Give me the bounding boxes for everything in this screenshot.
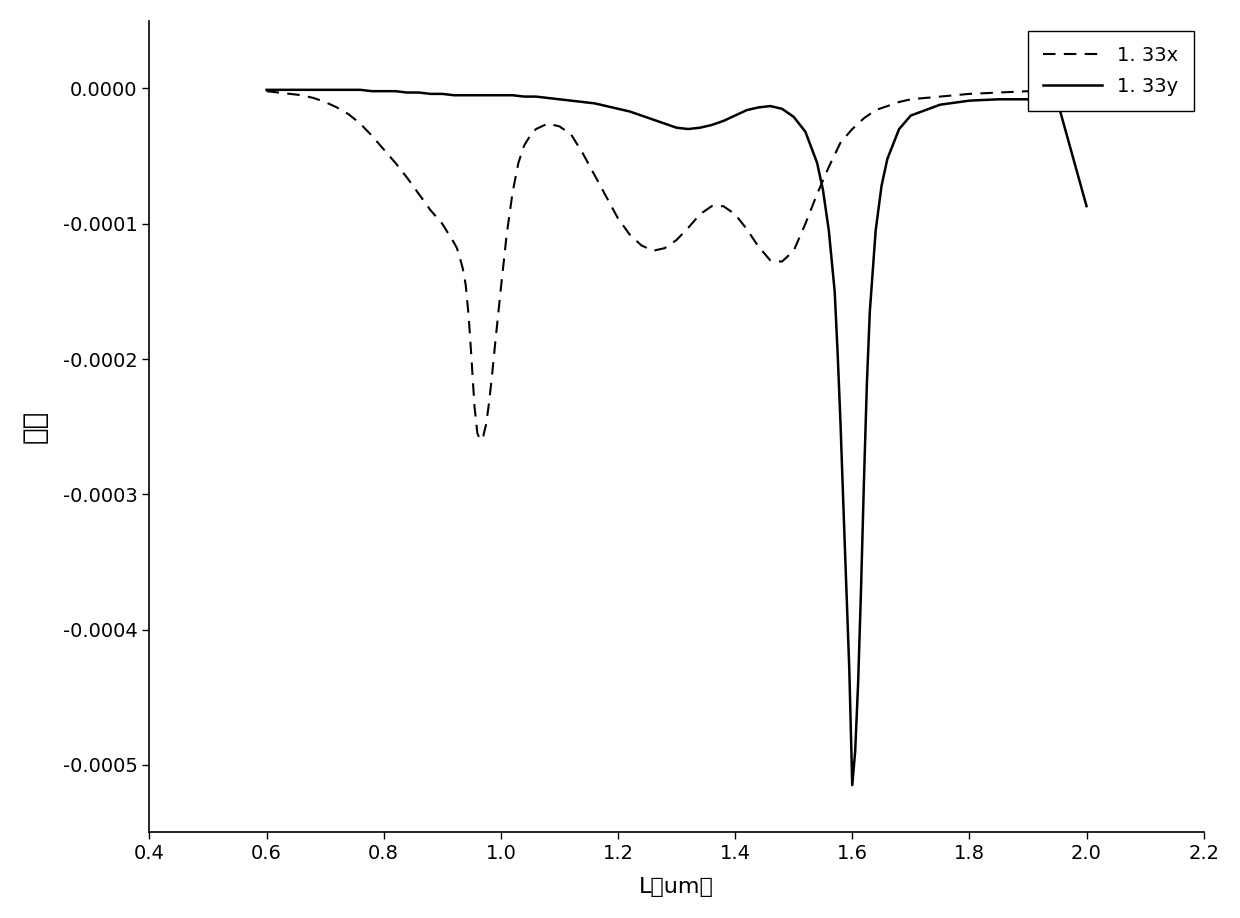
1. 33x xyxy=(587,170,601,181)
1. 33y xyxy=(739,105,754,116)
1. 33y xyxy=(435,88,450,99)
1. 33y xyxy=(844,779,859,790)
Line: 1. 33x: 1. 33x xyxy=(267,90,1086,440)
Line: 1. 33y: 1. 33y xyxy=(267,90,1086,785)
1. 33x xyxy=(470,428,485,439)
1. 33x xyxy=(476,431,491,442)
Y-axis label: 虚部: 虚部 xyxy=(21,410,48,443)
X-axis label: L（um）: L（um） xyxy=(639,878,714,897)
1. 33y xyxy=(446,90,461,101)
1. 33x xyxy=(259,85,274,96)
1. 33x xyxy=(494,283,508,294)
1. 33x xyxy=(1079,84,1094,95)
1. 33y xyxy=(259,84,274,95)
1. 33x xyxy=(505,187,520,198)
1. 33y xyxy=(1079,201,1094,212)
1. 33y xyxy=(904,110,919,121)
1. 33x xyxy=(472,434,487,445)
1. 33y xyxy=(728,110,743,121)
1. 33y xyxy=(541,93,556,104)
1. 33x xyxy=(435,218,450,230)
Legend: 1. 33x, 1. 33y: 1. 33x, 1. 33y xyxy=(1028,30,1194,111)
